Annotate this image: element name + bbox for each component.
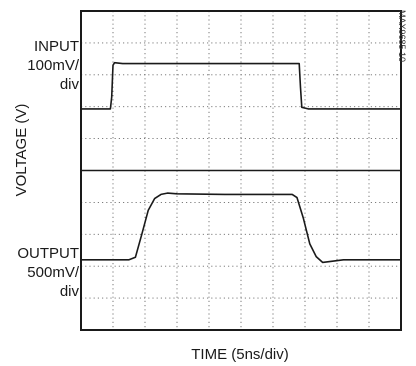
y-axis-label: VOLTAGE (V) xyxy=(13,103,30,197)
grid xyxy=(81,11,401,330)
output-label-line-2: 500mV/ xyxy=(27,264,79,281)
output-label-line-1: OUTPUT xyxy=(17,245,79,262)
x-axis-label: TIME (5ns/div) xyxy=(191,346,289,363)
input-trace xyxy=(81,61,401,110)
input-label-line-2: 100mV/ xyxy=(27,57,79,74)
output-trace xyxy=(81,192,401,264)
output-scale-label: OUTPUT 500mV/ div xyxy=(17,244,79,301)
figure-id: MAX9685 10 xyxy=(397,10,407,63)
input-label-line-3: div xyxy=(59,76,79,93)
output-label-line-3: div xyxy=(59,283,79,300)
input-label-line-1: INPUT xyxy=(34,38,79,55)
plot-frame xyxy=(80,10,402,331)
input-scale-label: INPUT 100mV/ div xyxy=(27,37,79,94)
